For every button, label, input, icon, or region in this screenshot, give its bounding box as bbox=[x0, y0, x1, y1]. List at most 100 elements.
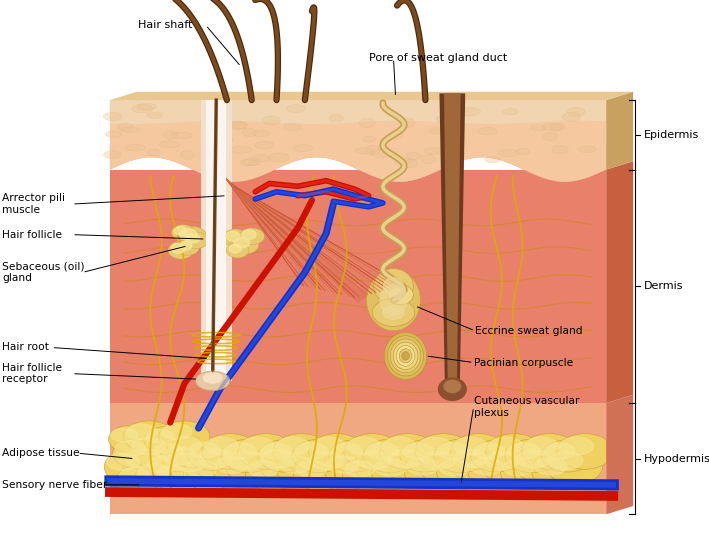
Text: Arrector pili
muscle: Arrector pili muscle bbox=[2, 193, 65, 215]
Ellipse shape bbox=[225, 447, 285, 485]
Polygon shape bbox=[223, 175, 369, 303]
Ellipse shape bbox=[277, 453, 330, 487]
Ellipse shape bbox=[155, 461, 203, 493]
Ellipse shape bbox=[400, 440, 451, 472]
Ellipse shape bbox=[450, 434, 507, 469]
Ellipse shape bbox=[145, 453, 195, 486]
Text: Epidermis: Epidermis bbox=[644, 130, 699, 140]
Ellipse shape bbox=[162, 447, 196, 465]
Ellipse shape bbox=[354, 448, 411, 484]
Ellipse shape bbox=[180, 229, 197, 240]
Ellipse shape bbox=[228, 122, 247, 130]
Ellipse shape bbox=[119, 468, 150, 484]
Ellipse shape bbox=[545, 443, 575, 459]
Ellipse shape bbox=[415, 434, 471, 469]
Ellipse shape bbox=[205, 437, 239, 455]
Ellipse shape bbox=[342, 458, 392, 490]
Ellipse shape bbox=[345, 461, 375, 477]
Ellipse shape bbox=[295, 443, 327, 459]
Ellipse shape bbox=[157, 465, 186, 480]
Ellipse shape bbox=[399, 349, 412, 363]
Text: Hair follicle: Hair follicle bbox=[2, 230, 62, 240]
Polygon shape bbox=[201, 100, 232, 381]
Text: Dermis: Dermis bbox=[644, 281, 683, 291]
Ellipse shape bbox=[329, 115, 343, 122]
Ellipse shape bbox=[184, 234, 200, 243]
Ellipse shape bbox=[532, 454, 586, 489]
Ellipse shape bbox=[384, 332, 427, 379]
Ellipse shape bbox=[367, 270, 420, 331]
Ellipse shape bbox=[229, 244, 242, 253]
Ellipse shape bbox=[172, 132, 192, 138]
Ellipse shape bbox=[238, 434, 294, 469]
Ellipse shape bbox=[294, 457, 345, 490]
Ellipse shape bbox=[240, 160, 258, 166]
Ellipse shape bbox=[482, 448, 539, 484]
Text: Hair shaft: Hair shaft bbox=[138, 20, 193, 30]
Ellipse shape bbox=[382, 437, 416, 455]
Ellipse shape bbox=[453, 450, 487, 468]
Ellipse shape bbox=[517, 450, 551, 468]
Ellipse shape bbox=[498, 150, 519, 157]
Ellipse shape bbox=[213, 135, 233, 143]
Ellipse shape bbox=[471, 458, 503, 475]
Ellipse shape bbox=[223, 229, 248, 247]
Ellipse shape bbox=[508, 443, 540, 459]
Ellipse shape bbox=[147, 456, 178, 473]
Ellipse shape bbox=[471, 440, 522, 472]
Ellipse shape bbox=[393, 342, 418, 370]
Ellipse shape bbox=[174, 227, 187, 235]
Ellipse shape bbox=[273, 434, 330, 469]
Ellipse shape bbox=[546, 448, 603, 484]
Ellipse shape bbox=[434, 439, 488, 473]
Ellipse shape bbox=[478, 127, 497, 135]
Ellipse shape bbox=[524, 437, 558, 455]
Ellipse shape bbox=[144, 426, 189, 454]
Ellipse shape bbox=[258, 440, 309, 472]
Ellipse shape bbox=[347, 437, 381, 455]
Ellipse shape bbox=[424, 148, 443, 154]
Ellipse shape bbox=[226, 242, 249, 258]
Ellipse shape bbox=[284, 123, 301, 131]
Ellipse shape bbox=[107, 453, 139, 470]
Polygon shape bbox=[110, 100, 606, 124]
Text: Hair root: Hair root bbox=[2, 342, 49, 353]
Ellipse shape bbox=[329, 440, 380, 472]
Ellipse shape bbox=[395, 158, 413, 165]
Ellipse shape bbox=[579, 146, 596, 153]
Ellipse shape bbox=[324, 453, 378, 487]
Ellipse shape bbox=[177, 240, 199, 255]
Ellipse shape bbox=[418, 437, 452, 455]
Ellipse shape bbox=[213, 453, 267, 487]
Ellipse shape bbox=[234, 237, 250, 248]
Ellipse shape bbox=[543, 123, 562, 131]
Ellipse shape bbox=[172, 244, 185, 254]
Ellipse shape bbox=[552, 145, 569, 153]
Ellipse shape bbox=[567, 107, 585, 116]
Polygon shape bbox=[110, 92, 633, 100]
Ellipse shape bbox=[230, 235, 259, 254]
Ellipse shape bbox=[118, 123, 133, 131]
Text: Hypodermis: Hypodermis bbox=[644, 454, 709, 464]
Ellipse shape bbox=[239, 228, 264, 245]
Ellipse shape bbox=[116, 441, 146, 456]
Ellipse shape bbox=[173, 454, 205, 471]
Ellipse shape bbox=[132, 438, 166, 455]
Ellipse shape bbox=[355, 148, 373, 154]
Text: Sebaceous (oil)
gland: Sebaceous (oil) gland bbox=[2, 262, 84, 283]
Ellipse shape bbox=[363, 439, 417, 473]
Ellipse shape bbox=[292, 439, 346, 473]
Ellipse shape bbox=[224, 443, 256, 459]
Text: Sensory nerve fiber: Sensory nerve fiber bbox=[2, 480, 108, 490]
Ellipse shape bbox=[184, 457, 235, 490]
Ellipse shape bbox=[372, 455, 425, 490]
Ellipse shape bbox=[132, 105, 152, 113]
Ellipse shape bbox=[159, 421, 210, 452]
Polygon shape bbox=[110, 145, 606, 182]
Ellipse shape bbox=[437, 456, 488, 489]
Ellipse shape bbox=[438, 378, 467, 400]
Ellipse shape bbox=[240, 437, 274, 455]
Ellipse shape bbox=[126, 424, 157, 440]
Ellipse shape bbox=[138, 464, 169, 481]
Ellipse shape bbox=[396, 345, 415, 366]
